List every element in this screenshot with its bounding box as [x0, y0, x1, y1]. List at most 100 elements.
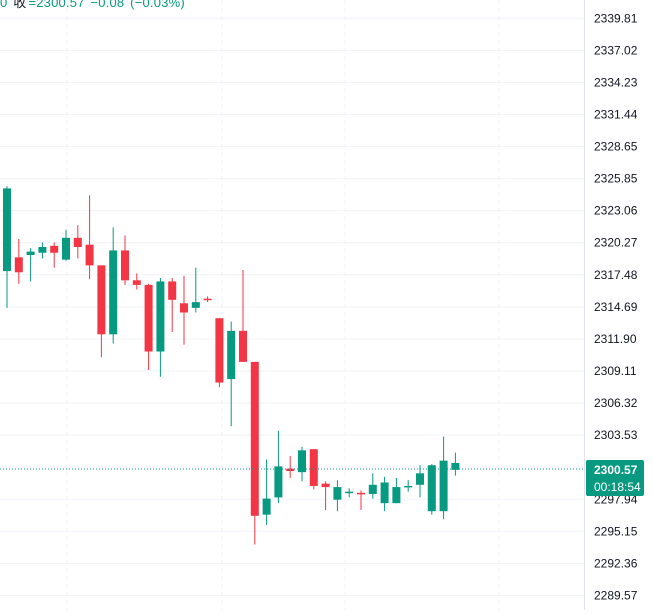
price-tick-label: 2289.57: [594, 588, 638, 602]
candle: [50, 242, 59, 268]
candle: [250, 361, 259, 545]
candle-body: [38, 246, 47, 253]
candle-body: [309, 449, 318, 486]
candle-body: [85, 244, 94, 266]
vertical-gridlines: [66, 0, 500, 610]
candle-body: [250, 361, 259, 516]
candle: [451, 452, 460, 476]
candle: [262, 459, 271, 525]
candle: [73, 225, 82, 259]
candle: [62, 229, 70, 261]
candle-body: [121, 250, 129, 281]
candle: [309, 449, 318, 490]
candle-body: [156, 281, 165, 352]
current-price-value: 2300.57: [594, 463, 638, 477]
candle: [321, 481, 330, 511]
candle-body: [109, 250, 118, 335]
candle-body: [97, 265, 106, 335]
candle-body: [368, 484, 377, 494]
candle-body: [333, 487, 342, 500]
price-tick-label: 2306.32: [594, 396, 638, 410]
candle-body: [26, 251, 35, 256]
candle-body: [239, 330, 247, 362]
legend-close-label: 收: [13, 0, 27, 10]
candle: [38, 242, 47, 259]
candle: [357, 490, 365, 511]
candle-body: [298, 450, 306, 473]
candle-body: [73, 237, 82, 247]
candle-body: [227, 330, 236, 380]
horizontal-gridlines: [0, 17, 584, 596]
price-tick-label: 2309.11: [594, 364, 637, 378]
candle: [404, 480, 413, 492]
candle-body: [286, 468, 295, 471]
candle: [274, 430, 283, 504]
price-tick-label: 2292.36: [594, 556, 638, 570]
candle: [191, 267, 200, 313]
price-tick-label: 2311.90: [594, 332, 637, 346]
candle: [427, 464, 436, 515]
candle-body: [262, 498, 271, 515]
legend-change: −0.08: [90, 0, 125, 10]
candle: [439, 436, 448, 520]
candle: [215, 318, 224, 388]
candle-body: [416, 473, 424, 485]
price-tick-label: 2334.23: [594, 75, 638, 89]
bar-countdown: 00:18:54: [594, 480, 641, 494]
candle-body: [3, 188, 11, 272]
candle: [416, 465, 424, 498]
current-price-box: [586, 460, 644, 497]
legend-change-pct: (−0.03%): [130, 0, 185, 10]
candle: [368, 473, 377, 499]
candle-body: [345, 491, 354, 494]
legend-fragment: 0: [0, 0, 8, 10]
candle: [333, 480, 342, 512]
candle-body: [168, 281, 177, 300]
price-tick-label: 2325.85: [594, 172, 638, 186]
candle-body: [392, 487, 401, 504]
candle: [345, 488, 354, 498]
price-axis[interactable]: 2339.81 2337.02 2334.23 2331.44 2328.65 2325.…: [594, 11, 638, 602]
candle: [392, 477, 401, 504]
candle: [156, 278, 165, 377]
candle-body: [14, 257, 23, 273]
candle-body: [380, 482, 389, 504]
candle: [144, 283, 153, 370]
price-tick-label: 2314.69: [594, 300, 638, 314]
candles-group: [3, 186, 460, 545]
candle-body: [215, 318, 224, 383]
candle: [180, 275, 188, 345]
price-tick-label: 2303.53: [594, 428, 638, 442]
candle: [168, 278, 177, 332]
candle: [286, 456, 295, 478]
candle: [3, 186, 11, 308]
candle: [14, 238, 23, 284]
candle: [97, 265, 106, 358]
price-tick-label: 2331.44: [594, 107, 638, 121]
candle-body: [180, 303, 188, 313]
price-tick-label: 2320.27: [594, 236, 638, 250]
candle-body: [357, 492, 365, 495]
candle-body: [274, 466, 283, 498]
candle-body: [62, 237, 70, 260]
candle: [239, 269, 247, 362]
candle: [227, 321, 236, 427]
price-tick-label: 2317.48: [594, 268, 638, 282]
price-tick-label: 2323.06: [594, 204, 638, 218]
candle: [132, 273, 141, 290]
candle: [121, 235, 129, 285]
candle: [380, 476, 389, 512]
candle-body: [132, 280, 141, 285]
candle-body: [321, 483, 330, 488]
candle: [109, 227, 118, 344]
ohlc-legend: 0 收 =2300.57 −0.08 (−0.03%): [0, 0, 187, 10]
current-price-label: 2300.57 00:18:54: [586, 460, 644, 497]
legend-close-value: =2300.57: [28, 0, 85, 10]
candle-body: [144, 284, 153, 352]
candle-body: [451, 462, 460, 470]
price-tick-label: 2337.02: [594, 43, 638, 57]
price-tick-label: 2328.65: [594, 139, 638, 153]
candle: [298, 446, 306, 482]
